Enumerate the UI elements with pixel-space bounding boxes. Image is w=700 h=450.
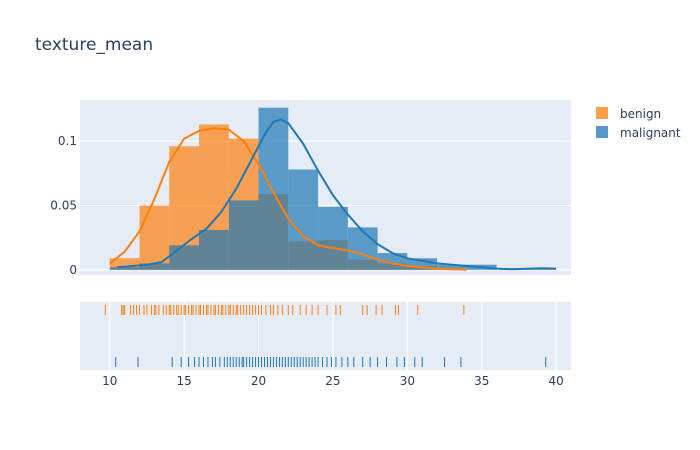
histogram-bars xyxy=(109,107,557,270)
bar-malignant xyxy=(407,258,438,270)
bar-malignant xyxy=(347,227,378,270)
legend: benign malignant xyxy=(596,107,681,140)
y-tick-label: 0.1 xyxy=(58,134,77,148)
bar-malignant xyxy=(139,263,170,270)
axis-labels: 0 0.05 0.1 10 15 20 25 30 35 40 xyxy=(50,134,563,388)
density-curve-benign xyxy=(109,127,467,271)
rug-plot-area xyxy=(80,302,571,370)
bar-malignant xyxy=(318,206,348,270)
x-tick-label: 25 xyxy=(325,374,340,388)
bar-malignant xyxy=(258,107,289,270)
bar-malignant xyxy=(199,229,229,270)
bar-malignant xyxy=(288,169,319,270)
density-curves xyxy=(109,118,557,271)
bar-malignant xyxy=(228,200,259,270)
y-tick-label: 0.05 xyxy=(50,199,77,213)
bar-benign xyxy=(109,258,140,270)
legend-swatch-malignant[interactable] xyxy=(596,126,608,138)
x-tick-label: 30 xyxy=(400,374,415,388)
x-tick-label: 40 xyxy=(548,374,563,388)
legend-swatch-benign[interactable] xyxy=(596,107,608,119)
legend-label-benign[interactable]: benign xyxy=(620,107,661,121)
rug-marks xyxy=(104,305,547,367)
x-tick-label: 35 xyxy=(474,374,489,388)
bar-malignant xyxy=(169,245,200,270)
chart-title: texture_mean xyxy=(35,35,153,55)
bar-malignant xyxy=(437,264,467,270)
legend-label-malignant[interactable]: malignant xyxy=(620,126,681,140)
bar-malignant xyxy=(109,267,140,270)
y-tick-label: 0 xyxy=(69,263,77,277)
x-tick-label: 15 xyxy=(177,374,192,388)
x-tick-label: 20 xyxy=(251,374,266,388)
x-tick-label: 10 xyxy=(102,374,117,388)
density-curve-malignant xyxy=(117,118,557,271)
